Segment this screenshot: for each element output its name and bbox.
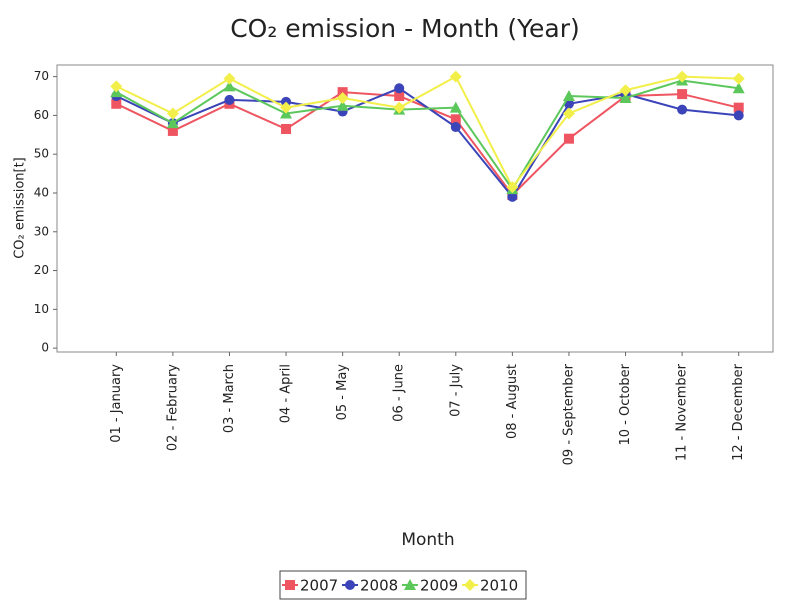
y-tick-label: 10 <box>34 302 49 316</box>
legend-label: 2010 <box>480 577 518 595</box>
x-tick-label: 06 - June <box>392 364 407 422</box>
series-line <box>115 75 739 190</box>
data-point <box>450 114 461 125</box>
x-tick-label: 11 - November <box>675 363 690 461</box>
data-point <box>506 181 519 194</box>
data-point <box>336 99 349 111</box>
data-point <box>394 91 405 102</box>
x-tick-label: 04 - April <box>279 364 294 423</box>
data-point <box>732 72 745 85</box>
y-tick-label: 70 <box>34 69 49 83</box>
x-tick-label: 09 - September <box>561 363 576 465</box>
chart-title: CO₂ emission - Month (Year) <box>230 14 580 43</box>
data-point <box>507 191 518 202</box>
data-point <box>166 107 179 120</box>
y-tick-label: 60 <box>34 108 49 122</box>
data-point <box>449 101 462 113</box>
data-point <box>223 72 236 85</box>
y-tick-label: 0 <box>41 341 49 355</box>
data-point <box>733 110 744 121</box>
y-tick-label: 30 <box>34 224 49 238</box>
data-point <box>733 102 744 113</box>
x-tick-label: 01 - January <box>109 364 124 443</box>
plot-frame <box>56 64 774 353</box>
data-point <box>167 125 178 136</box>
y-axis-label: CO₂ emission[t] <box>13 157 28 259</box>
x-tick-label: 02 - February <box>165 364 180 451</box>
data-point <box>111 98 122 109</box>
x-tick-label: 07 - July <box>448 364 463 417</box>
data-point <box>223 80 236 92</box>
x-tick-label: 05 - May <box>335 364 350 421</box>
data-point <box>732 82 745 94</box>
x-tick-label: 08 - August <box>505 364 520 439</box>
data-point <box>677 104 688 115</box>
data-point <box>280 101 293 114</box>
data-point <box>619 91 632 103</box>
x-tick-label: 10 - October <box>618 363 633 445</box>
data-point <box>449 70 462 83</box>
data-point <box>393 101 406 114</box>
data-point <box>450 122 461 133</box>
data-point <box>676 70 689 83</box>
data-point <box>224 94 235 105</box>
data-point <box>336 91 349 104</box>
x-tick-label: 12 - December <box>731 363 746 461</box>
series-line <box>115 79 739 191</box>
data-point <box>562 90 575 102</box>
data-point <box>562 107 575 120</box>
y-tick-label: 20 <box>34 263 49 277</box>
x-axis-label: Month <box>401 530 454 550</box>
data-point <box>394 83 405 94</box>
data-point <box>281 123 292 134</box>
series-line <box>115 87 739 199</box>
legend-label: 2009 <box>420 577 458 595</box>
y-tick-label: 40 <box>34 185 49 199</box>
data-point <box>563 133 574 144</box>
data-point <box>110 80 123 93</box>
y-tick-label: 50 <box>34 147 49 161</box>
data-point <box>619 84 632 97</box>
data-point <box>166 117 179 129</box>
data-point <box>677 89 688 100</box>
legend-label: 2007 <box>300 577 338 595</box>
x-tick-label: 03 - March <box>222 364 237 433</box>
legend-label: 2008 <box>360 577 398 595</box>
